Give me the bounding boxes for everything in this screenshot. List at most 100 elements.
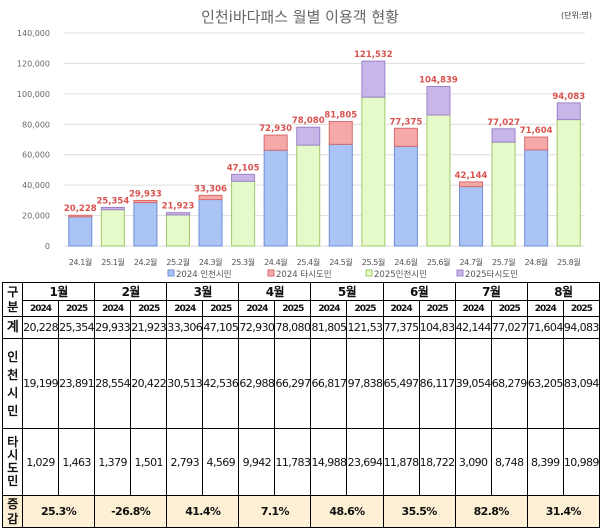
table-cell: 33,306 [166,316,204,339]
month-header: 1월 [21,282,96,301]
bar-segment [328,143,353,247]
increase-cell: 7.1% [238,495,312,528]
bar-segment [426,85,451,116]
increase-cell: -26.8% [94,495,168,528]
y-tick-label: 20,000 [22,212,50,221]
increase-cell: 41.4% [166,495,240,528]
bar-segment [393,127,418,147]
data-table: 구 분 1월 2월 3월 4월 5월 6월 7월 8월 2024 2025 2024 2025 2024 20… [2,282,600,528]
x-tick-label: 24.3월 [199,257,222,267]
table-cell: 97,838 [346,338,384,429]
table-cell: 3,090 [454,428,492,496]
table-cell: 66,297 [274,338,312,429]
year-header: 2024 [21,300,60,317]
month-header: 7월 [454,282,528,301]
table-cell: 11,783 [274,428,312,496]
year-header: 2025 [490,300,528,317]
table-cell: 65,497 [382,338,420,429]
y-tick-label: 100,000 [17,90,50,99]
y-tick-label: 60,000 [22,151,50,160]
table-cell: 86,117 [418,338,456,429]
table-cell: 18,722 [418,428,456,496]
increase-cell: 31.4% [526,495,600,528]
table-cell: 20,228 [21,316,60,339]
bar-chart: 인천i바다패스 월별 이용객 현황 (단위:명) 0 20,000 40,000 60,0… [17,8,592,280]
data-label: 29,933 [129,189,162,199]
table-cell: 9,942 [238,428,276,496]
x-tick-label: 25.6월 [427,257,450,267]
legend-swatch [456,269,464,277]
table-cell: 47,105 [202,316,240,339]
bar-segment [165,214,190,247]
bar-segment [361,60,386,98]
bar-segment [426,114,451,247]
legend-label: 2025타시도민 [465,269,518,280]
data-label: 33,306 [194,184,227,194]
y-tick-label: 140,000 [17,29,50,38]
data-label: 104,839 [419,75,458,85]
x-tick-label: 24.5월 [329,257,352,267]
data-label: 94,083 [552,92,585,102]
year-header: 2025 [130,300,168,317]
table-cell: 19,199 [21,338,60,429]
table-cell: 21,923 [130,316,168,339]
table-cell: 72,930 [238,316,276,339]
year-header: 2025 [58,300,96,317]
table-cell: 8,399 [526,428,564,496]
x-tick-label: 25.5월 [362,257,385,267]
month-header: 8월 [526,282,600,301]
table-cell: 1,379 [94,428,132,496]
x-tick-label: 25.4월 [297,257,320,267]
bar-segment [524,149,549,247]
y-tick-label: 120,000 [17,59,50,68]
table-cell: 23,891 [58,338,96,429]
legend-label: 2024 인천시민 [176,269,232,280]
table-cell: 1,501 [130,428,168,496]
bar-segment [556,102,581,121]
bar-segment [133,202,158,247]
table-cell: 77,375 [382,316,420,339]
table-cell: 1,463 [58,428,96,496]
chart-title: 인천i바다패스 월별 이용객 현황 [201,8,399,26]
table-cell: 68,279 [490,338,528,429]
x-tick-label: 24.4월 [264,257,287,267]
legend-swatch [167,269,175,277]
data-label: 42,144 [455,171,488,181]
bar-segment [231,180,256,247]
y-tick-label: 40,000 [22,181,50,190]
bar-segment [198,199,223,247]
bar-segment [100,206,125,211]
x-tick-label: 24.8월 [525,257,548,267]
row-label: 계 [2,316,23,339]
bar-segment [459,186,484,247]
data-label: 71,604 [520,126,553,136]
data-label: 77,375 [390,117,423,127]
bar-segment [68,216,93,247]
table-cell: 8,748 [490,428,528,496]
table-cell: 66,817 [310,338,348,429]
year-header: 2024 [310,300,348,317]
bar-segment [263,134,288,151]
y-tick-label: 0 [45,242,50,251]
data-label: 72,930 [259,124,292,134]
data-label: 78,080 [292,116,325,126]
table-cell: 121,532 [346,316,384,339]
table-cell: 63,205 [526,338,564,429]
month-header: 6월 [382,282,456,301]
bar-segment [491,128,516,143]
bar-segment [198,194,223,201]
table-cell: 14,988 [310,428,348,496]
legend-label: 2025인천시민 [374,269,427,280]
increase-cell: 82.8% [454,495,528,528]
bar-segment [165,212,190,216]
table-row: 계 20,228 25,354 29,933 21,923 33,306 47,105 72,… [2,316,600,339]
table-cell: 71,604 [526,316,564,339]
year-header: 2024 [166,300,204,317]
table-cell: 81,805 [310,316,348,339]
table-cell: 25,354 [58,316,96,339]
bar-segment [556,119,581,247]
table-cell: 94,083 [562,316,600,339]
